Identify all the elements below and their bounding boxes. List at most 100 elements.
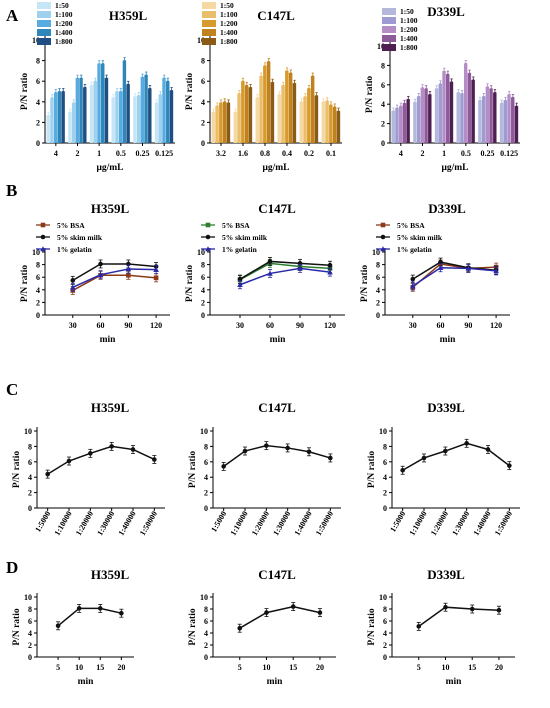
y-tick-label: 2 bbox=[201, 118, 205, 127]
y-tick-label: 6 bbox=[204, 617, 208, 626]
data-point bbox=[221, 464, 226, 469]
legend-label: 1:400 bbox=[400, 34, 418, 43]
data-point bbox=[409, 283, 416, 289]
x-tick-label: 0.25 bbox=[481, 149, 495, 158]
data-point bbox=[109, 444, 114, 449]
data-point bbox=[97, 271, 104, 277]
series-1-800 bbox=[226, 78, 341, 143]
y-tick-label: 8 bbox=[201, 57, 205, 66]
x-tick-label: 10 bbox=[75, 663, 83, 672]
y-tick-label: 8 bbox=[28, 605, 32, 614]
y-tick-label: 2 bbox=[383, 641, 387, 650]
series-line bbox=[223, 444, 331, 468]
data-point bbox=[88, 451, 93, 456]
y-tick-label: 2 bbox=[204, 489, 208, 498]
x-tick-label: 10 bbox=[441, 663, 449, 672]
y-tick-label: 8 bbox=[36, 261, 40, 270]
bar bbox=[71, 102, 76, 143]
bar bbox=[79, 78, 83, 143]
bar bbox=[299, 101, 304, 143]
y-tick-label: 2 bbox=[376, 298, 380, 307]
bar bbox=[449, 81, 454, 143]
data-point bbox=[465, 265, 472, 271]
data-point bbox=[285, 445, 290, 451]
bar bbox=[270, 82, 275, 143]
x-tick-label: 60 bbox=[97, 321, 105, 330]
x-tick-label: 4 bbox=[54, 149, 58, 158]
bar bbox=[122, 60, 127, 143]
bar bbox=[314, 95, 319, 143]
y-tick-label: 6 bbox=[381, 81, 385, 90]
y-tick-label: 10 bbox=[200, 427, 208, 436]
x-tick-label: 1:5000 bbox=[33, 510, 52, 534]
bar bbox=[169, 90, 174, 143]
y-tick-label: 4 bbox=[201, 286, 205, 295]
bar bbox=[428, 94, 432, 143]
y-tick-label: 2 bbox=[201, 298, 205, 307]
bar bbox=[136, 95, 141, 143]
x-tick-label: 4 bbox=[399, 149, 403, 158]
legend-swatch bbox=[382, 8, 396, 15]
legend-label: 1% gelatin bbox=[57, 245, 93, 254]
series-line bbox=[239, 605, 321, 629]
bar bbox=[158, 94, 163, 143]
y-tick-label: 4 bbox=[204, 473, 208, 482]
bar bbox=[434, 88, 439, 143]
series-line bbox=[47, 445, 155, 475]
bar bbox=[456, 92, 460, 143]
x-axis-title: min bbox=[267, 677, 284, 687]
y-tick-label: 0 bbox=[36, 139, 40, 148]
bar bbox=[237, 93, 241, 143]
bar bbox=[332, 106, 337, 143]
y-tick-label: 8 bbox=[381, 61, 385, 70]
legend-swatch bbox=[37, 38, 51, 45]
bar bbox=[255, 97, 260, 143]
x-tick-label: 120 bbox=[324, 321, 336, 330]
x-tick-label: 1:10000 bbox=[229, 510, 250, 538]
y-tick-label: 6 bbox=[36, 77, 40, 86]
x-tick-label: 0.1 bbox=[326, 149, 336, 158]
chart-title: C147L bbox=[258, 567, 296, 582]
x-tick-label: 2 bbox=[421, 149, 425, 158]
x-axis-title: min bbox=[100, 335, 117, 345]
bar bbox=[391, 110, 395, 143]
legend-label: 1:100 bbox=[55, 10, 73, 19]
data-point bbox=[267, 259, 273, 264]
data-point bbox=[152, 457, 157, 462]
legend-label: 5% skim milk bbox=[222, 233, 268, 242]
bar bbox=[413, 102, 417, 143]
bar bbox=[281, 85, 285, 143]
legend-marker bbox=[40, 234, 46, 240]
bar bbox=[219, 102, 223, 143]
y-axis-title: P/N ratio bbox=[188, 608, 198, 645]
y-axis-title: P/N ratio bbox=[367, 608, 377, 645]
y-tick-label: 0 bbox=[383, 504, 387, 513]
x-tick-label: 1:20000 bbox=[74, 510, 95, 538]
data-point bbox=[290, 604, 296, 609]
series-1-400 bbox=[222, 58, 337, 143]
legend-swatch bbox=[382, 17, 396, 24]
y-axis-title: P/N ratio bbox=[185, 265, 195, 302]
panel-letter-a: A bbox=[6, 6, 19, 25]
data-point bbox=[485, 447, 491, 452]
bar bbox=[325, 100, 329, 143]
bar bbox=[395, 108, 399, 143]
x-tick-label: 1:5000 bbox=[388, 510, 407, 534]
legend-swatch bbox=[202, 20, 216, 27]
y-tick-label: 10 bbox=[24, 593, 32, 602]
y-tick-label: 0 bbox=[376, 311, 380, 320]
bar bbox=[442, 71, 446, 143]
data-point bbox=[237, 281, 243, 288]
y-tick-label: 10 bbox=[197, 248, 205, 257]
y-tick-label: 8 bbox=[376, 261, 380, 270]
y-axis-title: P/N ratio bbox=[367, 451, 377, 488]
panel-letter-c: C bbox=[6, 380, 18, 399]
series-1-50 bbox=[46, 81, 159, 143]
legend-label: 1:200 bbox=[55, 19, 73, 28]
series-1-50 bbox=[391, 85, 504, 143]
x-tick-label: 0.8 bbox=[260, 149, 270, 158]
x-tick-label: 15 bbox=[468, 663, 476, 672]
x-tick-label: 0.2 bbox=[304, 149, 314, 158]
